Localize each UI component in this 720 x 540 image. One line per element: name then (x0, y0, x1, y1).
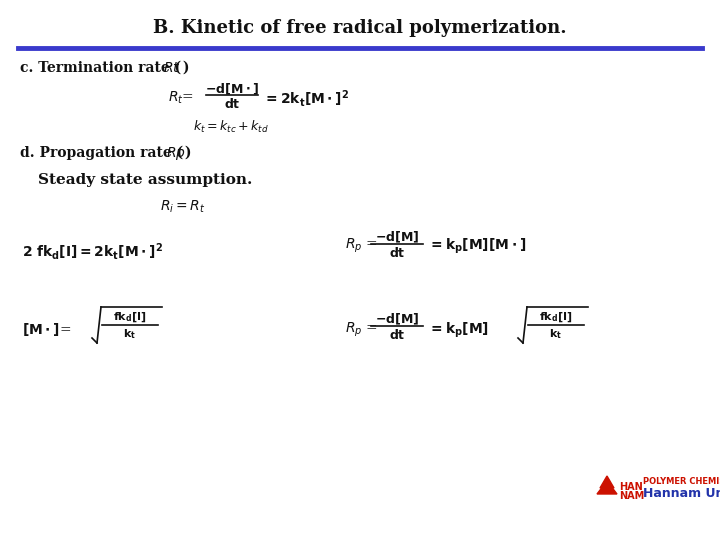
Text: $\mathbf{-d[M\cdot]}$: $\mathbf{-d[M\cdot]}$ (205, 82, 259, 97)
Text: ): ) (178, 61, 189, 75)
Text: $\mathbf{dt}$: $\mathbf{dt}$ (224, 97, 240, 111)
Text: $\mathbf{= k_p[M]}$: $\mathbf{= k_p[M]}$ (428, 320, 489, 340)
Text: c. Termination rate (: c. Termination rate ( (20, 61, 186, 75)
Text: $\mathbf{\mathit{R_p}}$ =: $\mathbf{\mathit{R_p}}$ = (345, 237, 378, 255)
Text: NAM: NAM (619, 491, 644, 501)
Text: $\mathbf{-d[M]}$: $\mathbf{-d[M]}$ (375, 230, 419, 245)
Text: $\mathbf{[M\cdot]}$=: $\mathbf{[M\cdot]}$= (22, 321, 71, 339)
Text: Hannam University: Hannam University (643, 488, 720, 501)
Text: $\mathbf{\mathit{R_t}}$=: $\mathbf{\mathit{R_t}}$= (168, 90, 194, 106)
Text: POLYMER CHEMISTRY: POLYMER CHEMISTRY (643, 476, 720, 485)
Text: $\mathit{k_t = k_{tc} + k_{td}}$: $\mathit{k_t = k_{tc} + k_{td}}$ (193, 119, 269, 135)
Text: HAN: HAN (619, 482, 643, 492)
Text: $\mathbf{-d[M]}$: $\mathbf{-d[M]}$ (375, 312, 419, 327)
Text: $\mathbf{\mathit{R_i=R_t}}$: $\mathbf{\mathit{R_i=R_t}}$ (160, 199, 205, 215)
Text: Steady state assumption.: Steady state assumption. (38, 173, 253, 187)
Text: $\mathbf{dt}$: $\mathbf{dt}$ (389, 328, 405, 342)
Polygon shape (600, 476, 614, 488)
Text: $\mathit{Rp}$: $\mathit{Rp}$ (166, 145, 186, 161)
Text: $\mathbf{fk_d[I]}$: $\mathbf{fk_d[I]}$ (113, 310, 147, 324)
Text: $\mathbf{fk_d[I]}$: $\mathbf{fk_d[I]}$ (539, 310, 573, 324)
Polygon shape (597, 481, 617, 494)
Text: ): ) (180, 146, 192, 160)
Text: $\mathbf{= k_p[M][M\cdot]}$: $\mathbf{= k_p[M][M\cdot]}$ (428, 237, 526, 255)
Text: B. Kinetic of free radical polymerization.: B. Kinetic of free radical polymerizatio… (153, 19, 567, 37)
Text: d. Propagation rate (: d. Propagation rate ( (20, 146, 188, 160)
Text: $\mathbf{= 2k_t[M\cdot]^2}$: $\mathbf{= 2k_t[M\cdot]^2}$ (263, 87, 349, 109)
Text: $\mathit{Rt}$: $\mathit{Rt}$ (163, 61, 181, 75)
Text: $\mathbf{k_t}$: $\mathbf{k_t}$ (549, 327, 562, 341)
Text: $\mathbf{\mathit{R_p}}$ =: $\mathbf{\mathit{R_p}}$ = (345, 321, 378, 339)
Text: $\mathbf{k_t}$: $\mathbf{k_t}$ (124, 327, 137, 341)
Text: $\mathbf{2\ fk_d[I] = 2k_t[M\cdot]^2}$: $\mathbf{2\ fk_d[I] = 2k_t[M\cdot]^2}$ (22, 241, 163, 262)
Text: $\mathbf{dt}$: $\mathbf{dt}$ (389, 246, 405, 260)
